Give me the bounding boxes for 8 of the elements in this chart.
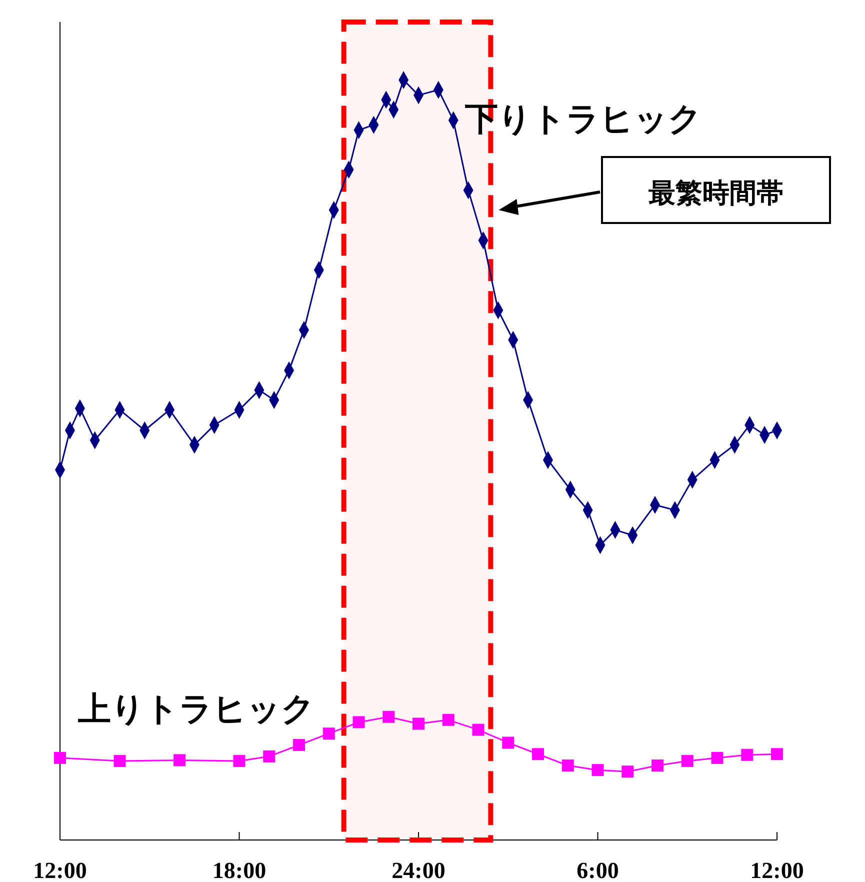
series-label: 下りトラヒック bbox=[464, 99, 702, 138]
x-tick-label: 6:00 bbox=[576, 858, 619, 882]
annotation: 最繁時間帯 bbox=[648, 178, 784, 209]
x-tick-label: 24:00 bbox=[392, 858, 446, 882]
x-tick-label: 12:00 bbox=[750, 858, 804, 882]
x-tick-label: 18:00 bbox=[212, 858, 266, 882]
x-tick-label: 12:00 bbox=[33, 858, 87, 882]
series-label: 上りトラヒック bbox=[77, 689, 315, 728]
